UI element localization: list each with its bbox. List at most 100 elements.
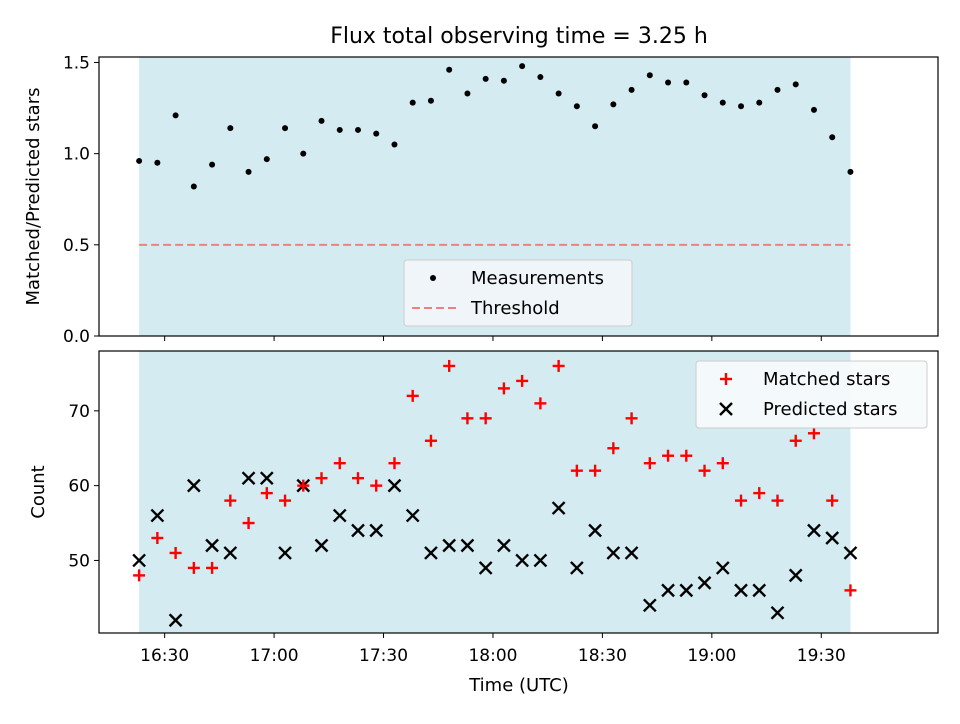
measurement-point xyxy=(446,66,453,73)
matched-star-point xyxy=(388,457,401,470)
bottom-x-tick-label: 18:30 xyxy=(578,646,627,666)
measurement-point xyxy=(427,97,434,104)
matched-star-point xyxy=(461,412,474,425)
matched-star-point xyxy=(351,472,364,485)
top-axes-frame xyxy=(98,56,939,337)
predicted-star-point xyxy=(679,583,694,598)
figure-title: Flux total observing time = 3.25 h xyxy=(330,24,708,49)
measurement-point xyxy=(391,141,398,148)
top-y-tick-label: 0.0 xyxy=(63,327,90,347)
top-y-tick-label: 1.0 xyxy=(63,145,90,165)
matched-star-point xyxy=(260,487,273,500)
cross-bar xyxy=(332,508,347,523)
cross-bar xyxy=(150,508,165,523)
bottom-x-tick-label: 17:00 xyxy=(250,646,299,666)
cross-bar xyxy=(168,613,183,628)
predicted-star-point xyxy=(150,508,165,523)
cross-bar xyxy=(588,523,602,538)
predicted-star-point xyxy=(715,561,730,575)
matched-star-point xyxy=(297,479,310,492)
matched-star-point xyxy=(789,434,802,447)
predicted-star-point xyxy=(132,553,146,568)
matched-star-point xyxy=(662,449,675,462)
matched-star-point xyxy=(133,569,146,582)
matched-star-point xyxy=(443,359,456,372)
predicted-star-point xyxy=(314,538,329,553)
matched-star-point xyxy=(753,487,766,500)
top-y-tick-label: 1.5 xyxy=(63,53,90,73)
predicted-star-point xyxy=(460,538,475,553)
measurement-point xyxy=(719,99,726,106)
cross-bar xyxy=(460,538,475,553)
matched-star-point xyxy=(206,561,219,574)
top-panel: 0.0 0.5 1.0 1.5 Matched/Predicted stars Mea… xyxy=(23,53,939,347)
cross-bar xyxy=(314,538,329,553)
predicted-star-point xyxy=(332,508,347,523)
cross-bar xyxy=(752,583,767,598)
matched-star-point xyxy=(844,584,857,597)
matched-star-point xyxy=(224,494,237,507)
matched-star-point xyxy=(406,389,419,402)
measurement-point xyxy=(701,92,708,99)
cross-bar xyxy=(497,538,511,553)
cross-bar xyxy=(719,402,733,416)
cross-bar xyxy=(478,561,493,575)
predicted-star-point xyxy=(697,576,712,590)
legend-predicted-marker xyxy=(719,402,733,416)
matched-star-point xyxy=(826,494,839,507)
matched-star-point xyxy=(370,479,383,492)
matched-star-point xyxy=(716,457,729,470)
bottom-x-tick-label: 16:30 xyxy=(140,646,189,666)
legend-measurement-marker xyxy=(430,275,436,281)
legend-matched-label: Matched stars xyxy=(763,369,890,390)
matched-star-point xyxy=(169,546,182,559)
matched-star-point xyxy=(570,464,583,477)
matched-star-point xyxy=(516,374,529,387)
cross-bar xyxy=(570,561,584,575)
predicted-star-point xyxy=(515,553,529,568)
predicted-star-point xyxy=(606,546,621,560)
cross-bar xyxy=(205,538,219,553)
top-y-axis-label: Matched/Predicted stars xyxy=(23,88,44,306)
matched-star-point xyxy=(607,442,620,455)
predicted-star-point xyxy=(533,553,548,568)
bottom-y-tick-label: 70 xyxy=(68,402,90,422)
measurement-point xyxy=(628,86,635,93)
bottom-y-axis-label: Count xyxy=(28,465,49,518)
predicted-star-point xyxy=(661,583,675,598)
legend-predicted-label: Predicted stars xyxy=(763,399,897,420)
cross-bar xyxy=(369,523,384,538)
predicted-star-point xyxy=(588,523,602,538)
cross-bar xyxy=(223,546,238,560)
bottom-x-tick-label: 18:00 xyxy=(468,646,517,666)
measurement-point xyxy=(154,159,161,166)
cross-bar xyxy=(770,605,785,620)
matched-star-point xyxy=(497,382,510,395)
cross-bar xyxy=(387,478,402,493)
top-y-tick-label: 0.5 xyxy=(63,236,90,256)
measurement-point xyxy=(756,99,763,106)
predicted-star-point xyxy=(624,546,639,560)
measurement-point xyxy=(263,156,270,163)
measurement-point xyxy=(227,125,234,132)
measurement-point xyxy=(354,126,361,133)
measurement-point xyxy=(847,168,854,175)
measurement-point xyxy=(519,63,526,70)
matched-star-point xyxy=(479,412,492,425)
measurement-point xyxy=(774,86,781,93)
measurement-point xyxy=(409,99,416,106)
bottom-x-tick-label: 19:30 xyxy=(797,646,846,666)
measurement-point xyxy=(646,72,653,79)
top-legend: Measurements Threshold xyxy=(403,259,633,327)
matched-star-point xyxy=(735,494,748,507)
bottom-y-tick-label: 60 xyxy=(68,477,90,497)
measurement-point xyxy=(136,157,143,164)
cross-bar xyxy=(424,546,438,560)
predicted-star-point xyxy=(843,546,858,560)
matched-star-point xyxy=(333,457,346,470)
predicted-star-point xyxy=(497,538,511,553)
cross-bar xyxy=(788,568,803,583)
matched-star-point xyxy=(771,494,784,507)
cross-bar xyxy=(259,471,274,486)
predicted-star-point xyxy=(205,538,219,553)
